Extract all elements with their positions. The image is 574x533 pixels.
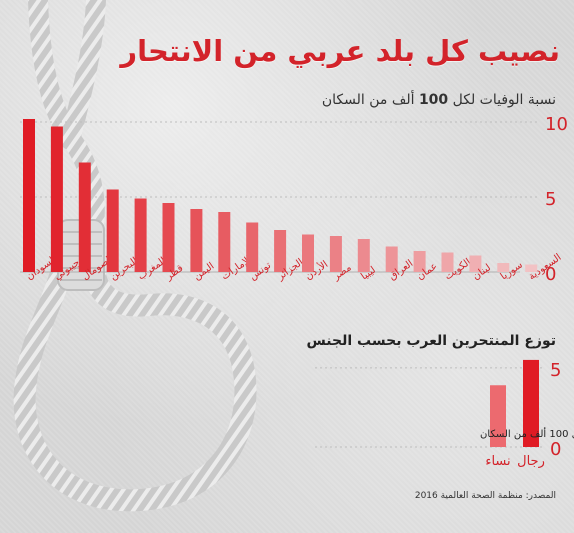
axis-label: نسبة الوفيات لكل 100 ألف من السكان	[480, 427, 574, 440]
chart-subtitle: نسبة الوفيات لكل 100 ألف من السكان	[322, 92, 556, 108]
bar	[50, 126, 63, 272]
bar	[302, 234, 314, 272]
bar	[357, 239, 370, 272]
bar	[497, 263, 510, 272]
bar	[218, 212, 231, 272]
bar	[106, 189, 119, 272]
bar	[490, 385, 506, 447]
subtitle-before: نسبة الوفيات لكل	[448, 92, 556, 108]
bar	[274, 230, 287, 272]
sex-chart-title: توزع المنتحرين العرب بحسب الجنس	[306, 333, 556, 349]
category-label: رجال	[517, 454, 545, 469]
bar	[162, 203, 175, 272]
subtitle-after: ألف من السكان	[321, 92, 419, 108]
bar	[523, 359, 539, 447]
bar	[469, 255, 482, 272]
bar	[246, 222, 259, 272]
bar	[78, 162, 91, 272]
y-tick-label: 5	[545, 189, 556, 210]
category-label: نساء	[485, 454, 510, 469]
page-title: نصيب كل بلد عربي من الانتحار	[120, 34, 560, 68]
y-tick-label: 0	[545, 264, 556, 285]
y-tick-label: 10	[545, 114, 568, 135]
y-tick-label: 0	[550, 439, 561, 460]
source-note: المصدر: منظمة الصحة العالمية 2016	[414, 491, 556, 501]
bar	[441, 252, 454, 272]
bar	[413, 251, 426, 272]
bar	[385, 246, 398, 272]
bar	[134, 198, 147, 272]
bar	[329, 236, 342, 272]
category-label: سوريا	[499, 260, 525, 283]
bar	[190, 209, 203, 272]
bar	[23, 119, 35, 272]
bar	[525, 264, 538, 272]
y-tick-label: 5	[550, 360, 561, 381]
subtitle-number: 100	[418, 92, 449, 108]
